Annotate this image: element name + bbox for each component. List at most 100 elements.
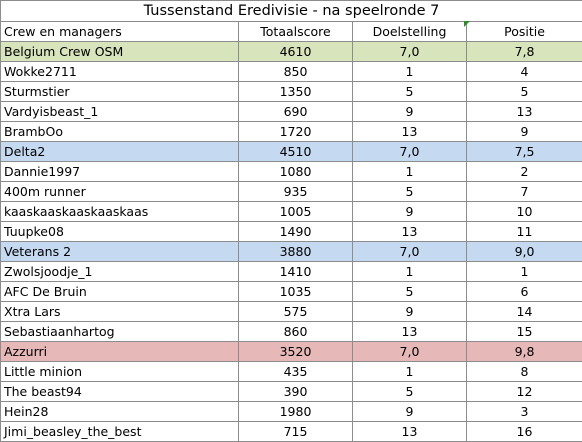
cell-doelstelling[interactable]: 1 <box>353 262 467 282</box>
cell-name[interactable]: AFC De Bruin <box>1 282 239 302</box>
cell-positie[interactable]: 9 <box>467 122 582 142</box>
cell-totaalscore[interactable]: 1350 <box>239 82 353 102</box>
cell-totaalscore[interactable]: 1490 <box>239 222 353 242</box>
cell-doelstelling[interactable]: 1 <box>353 62 467 82</box>
cell-doelstelling[interactable]: 5 <box>353 82 467 102</box>
cell-name[interactable]: Zwolsjoodje_1 <box>1 262 239 282</box>
cell-doelstelling[interactable]: 7,0 <box>353 42 467 62</box>
cell-name[interactable]: Jimi_beasley_the_best <box>1 422 239 442</box>
cell-totaalscore[interactable]: 3880 <box>239 242 353 262</box>
cell-name[interactable]: Sturmstier <box>1 82 239 102</box>
cell-doelstelling[interactable]: 7,0 <box>353 242 467 262</box>
cell-totaalscore[interactable]: 4610 <box>239 42 353 62</box>
cell-name[interactable]: Azzurri <box>1 342 239 362</box>
header-positie[interactable]: Positie <box>467 22 582 42</box>
cell-totaalscore[interactable]: 860 <box>239 322 353 342</box>
cell-name[interactable]: Belgium Crew OSM <box>1 42 239 62</box>
cell-totaalscore[interactable]: 575 <box>239 302 353 322</box>
title-row: Tussenstand Eredivisie - na speelronde 7 <box>1 1 582 22</box>
cell-totaalscore[interactable]: 435 <box>239 362 353 382</box>
cell-name[interactable]: Little minion <box>1 362 239 382</box>
cell-doelstelling[interactable]: 5 <box>353 382 467 402</box>
cell-totaalscore[interactable]: 1080 <box>239 162 353 182</box>
cell-positie[interactable]: 1 <box>467 262 582 282</box>
cell-doelstelling[interactable]: 7,0 <box>353 342 467 362</box>
cell-name[interactable]: Vardyisbeast_1 <box>1 102 239 122</box>
cell-doelstelling[interactable]: 7,0 <box>353 142 467 162</box>
cell-totaalscore[interactable]: 715 <box>239 422 353 442</box>
cell-positie[interactable]: 7,8 <box>467 42 582 62</box>
cell-name[interactable]: 400m runner <box>1 182 239 202</box>
cell-positie[interactable]: 7,5 <box>467 142 582 162</box>
cell-name[interactable]: Wokke2711 <box>1 62 239 82</box>
cell-totaalscore[interactable]: 1720 <box>239 122 353 142</box>
header-crew-en-managers[interactable]: Crew en managers <box>1 22 239 42</box>
table-title[interactable]: Tussenstand Eredivisie - na speelronde 7 <box>1 1 582 22</box>
cell-doelstelling[interactable]: 9 <box>353 102 467 122</box>
cell-name[interactable]: Veterans 2 <box>1 242 239 262</box>
cell-doelstelling[interactable]: 13 <box>353 422 467 442</box>
cell-totaalscore[interactable]: 1035 <box>239 282 353 302</box>
cell-positie[interactable]: 16 <box>467 422 582 442</box>
cell-positie[interactable]: 2 <box>467 162 582 182</box>
cell-doelstelling[interactable]: 1 <box>353 362 467 382</box>
cell-doelstelling[interactable]: 5 <box>353 182 467 202</box>
cell-doelstelling[interactable]: 9 <box>353 202 467 222</box>
cell-positie[interactable]: 11 <box>467 222 582 242</box>
cell-positie[interactable]: 6 <box>467 282 582 302</box>
cell-name[interactable]: Tuupke08 <box>1 222 239 242</box>
cell-positie[interactable]: 5 <box>467 82 582 102</box>
cell-positie[interactable]: 14 <box>467 302 582 322</box>
cell-positie[interactable]: 12 <box>467 382 582 402</box>
cell-positie[interactable]: 9,8 <box>467 342 582 362</box>
cell-totaalscore[interactable]: 690 <box>239 102 353 122</box>
cell-doelstelling[interactable]: 13 <box>353 122 467 142</box>
cell-totaalscore[interactable]: 3520 <box>239 342 353 362</box>
cell-doelstelling[interactable]: 13 <box>353 222 467 242</box>
cell-totaalscore[interactable]: 1410 <box>239 262 353 282</box>
cell-comment-indicator-icon[interactable] <box>464 21 470 27</box>
cell-name[interactable]: Sebastiaanhartog <box>1 322 239 342</box>
cell-totaalscore[interactable]: 850 <box>239 62 353 82</box>
cell-name[interactable]: Dannie1997 <box>1 162 239 182</box>
cell-positie[interactable]: 7 <box>467 182 582 202</box>
cell-name[interactable]: The beast94 <box>1 382 239 402</box>
cell-name[interactable]: Delta2 <box>1 142 239 162</box>
cell-positie[interactable]: 10 <box>467 202 582 222</box>
cell-totaalscore[interactable]: 390 <box>239 382 353 402</box>
cell-doelstelling[interactable]: 5 <box>353 282 467 302</box>
cell-doelstelling[interactable]: 9 <box>353 302 467 322</box>
cell-totaalscore[interactable]: 4510 <box>239 142 353 162</box>
cell-name[interactable]: kaaskaaskaaskaaskaas <box>1 202 239 222</box>
cell-doelstelling[interactable]: 1 <box>353 162 467 182</box>
cell-totaalscore[interactable]: 935 <box>239 182 353 202</box>
cell-positie[interactable]: 9,0 <box>467 242 582 262</box>
cell-name[interactable]: BrambOo <box>1 122 239 142</box>
cell-positie[interactable]: 15 <box>467 322 582 342</box>
cell-positie[interactable]: 13 <box>467 102 582 122</box>
cell-name[interactable]: Xtra Lars <box>1 302 239 322</box>
header-doelstelling[interactable]: Doelstelling <box>353 22 467 42</box>
header-totaalscore[interactable]: Totaalscore <box>239 22 353 42</box>
cell-doelstelling[interactable]: 13 <box>353 322 467 342</box>
cell-positie[interactable]: 8 <box>467 362 582 382</box>
cell-totaalscore[interactable]: 1005 <box>239 202 353 222</box>
cell-positie[interactable]: 4 <box>467 62 582 82</box>
